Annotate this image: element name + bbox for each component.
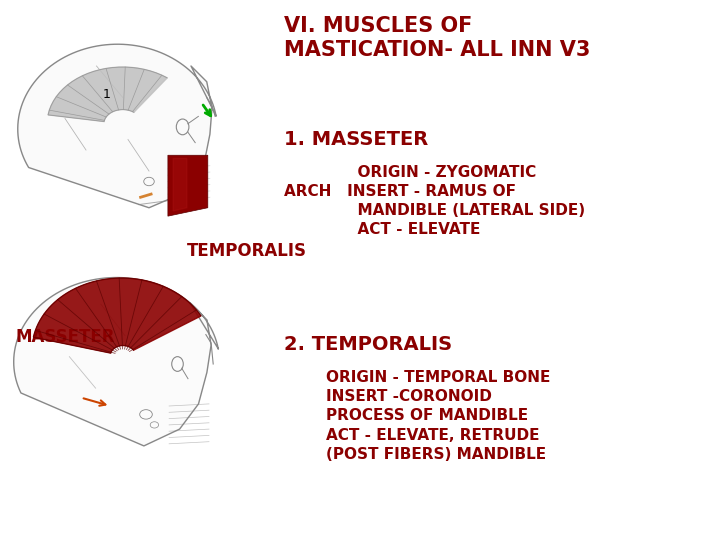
Polygon shape	[173, 158, 186, 211]
Polygon shape	[48, 67, 167, 122]
Text: 1. MASSETER: 1. MASSETER	[284, 130, 428, 148]
Polygon shape	[14, 278, 218, 446]
Text: 2. TEMPORALIS: 2. TEMPORALIS	[284, 335, 453, 354]
Polygon shape	[168, 156, 208, 216]
Text: TEMPORALIS: TEMPORALIS	[187, 242, 307, 260]
Text: ORIGIN - ZYGOMATIC
ARCH   INSERT - RAMUS OF
              MANDIBLE (LATERAL SIDE: ORIGIN - ZYGOMATIC ARCH INSERT - RAMUS O…	[284, 165, 585, 237]
Text: 1: 1	[103, 88, 111, 101]
Text: MASSETER: MASSETER	[16, 328, 115, 347]
Polygon shape	[33, 278, 201, 353]
Text: ORIGIN - TEMPORAL BONE
        INSERT -CORONOID
        PROCESS OF MANDIBLE
    : ORIGIN - TEMPORAL BONE INSERT -CORONOID …	[284, 370, 551, 462]
Polygon shape	[18, 44, 216, 208]
Text: VI. MUSCLES OF
MASTICATION- ALL INN V3: VI. MUSCLES OF MASTICATION- ALL INN V3	[284, 16, 591, 60]
